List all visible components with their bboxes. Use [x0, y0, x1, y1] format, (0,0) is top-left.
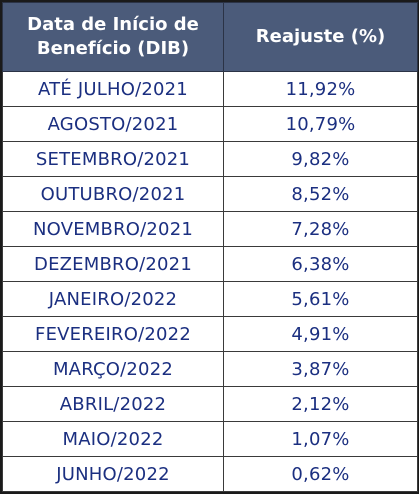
table-row: AGOSTO/2021 10,79% [2, 106, 418, 142]
cell-reajuste: 4,91% [223, 316, 418, 352]
table-row: FEVEREIRO/2022 4,91% [2, 316, 418, 352]
table-row: JUNHO/2022 0,62% [2, 456, 418, 492]
cell-dib: DEZEMBRO/2021 [2, 246, 224, 282]
cell-dib: FEVEREIRO/2022 [2, 316, 224, 352]
cell-dib: NOVEMBRO/2021 [2, 211, 224, 247]
table-row: MAIO/2022 1,07% [2, 421, 418, 457]
cell-reajuste: 10,79% [223, 106, 418, 142]
cell-dib: AGOSTO/2021 [2, 106, 224, 142]
cell-dib: MAIO/2022 [2, 421, 224, 457]
cell-dib: ABRIL/2022 [2, 386, 224, 422]
cell-dib: MARÇO/2022 [2, 351, 224, 387]
cell-reajuste: 2,12% [223, 386, 418, 422]
cell-reajuste: 3,87% [223, 351, 418, 387]
table-row: ATÉ JULHO/2021 11,92% [2, 71, 418, 107]
table-body: ATÉ JULHO/2021 11,92% AGOSTO/2021 10,79%… [2, 71, 418, 492]
table-row: MARÇO/2022 3,87% [2, 351, 418, 387]
header-dib-line2: Benefício (DIB) [36, 38, 190, 59]
cell-reajuste: 9,82% [223, 141, 418, 177]
cell-dib: JANEIRO/2022 [2, 281, 224, 317]
cell-reajuste: 8,52% [223, 176, 418, 212]
cell-dib: ATÉ JULHO/2021 [2, 71, 224, 107]
header-dib-line1: Data de Início de [27, 14, 199, 35]
header-reajuste: Reajuste (%) [223, 2, 418, 72]
table-row: SETEMBRO/2021 9,82% [2, 141, 418, 177]
table-row: DEZEMBRO/2021 6,38% [2, 246, 418, 282]
cell-reajuste: 11,92% [223, 71, 418, 107]
table-row: NOVEMBRO/2021 7,28% [2, 211, 418, 247]
cell-dib: JUNHO/2022 [2, 456, 224, 492]
cell-reajuste: 7,28% [223, 211, 418, 247]
table-row: JANEIRO/2022 5,61% [2, 281, 418, 317]
cell-reajuste: 6,38% [223, 246, 418, 282]
cell-reajuste: 5,61% [223, 281, 418, 317]
cell-dib: SETEMBRO/2021 [2, 141, 224, 177]
header-row: Data de Início de Benefício (DIB) Reajus… [2, 2, 418, 72]
cell-reajuste: 0,62% [223, 456, 418, 492]
cell-dib: OUTUBRO/2021 [2, 176, 224, 212]
table-header: Data de Início de Benefício (DIB) Reajus… [2, 2, 418, 72]
table-row: ABRIL/2022 2,12% [2, 386, 418, 422]
table-row: OUTUBRO/2021 8,52% [2, 176, 418, 212]
header-dib: Data de Início de Benefício (DIB) [2, 2, 224, 72]
cell-reajuste: 1,07% [223, 421, 418, 457]
